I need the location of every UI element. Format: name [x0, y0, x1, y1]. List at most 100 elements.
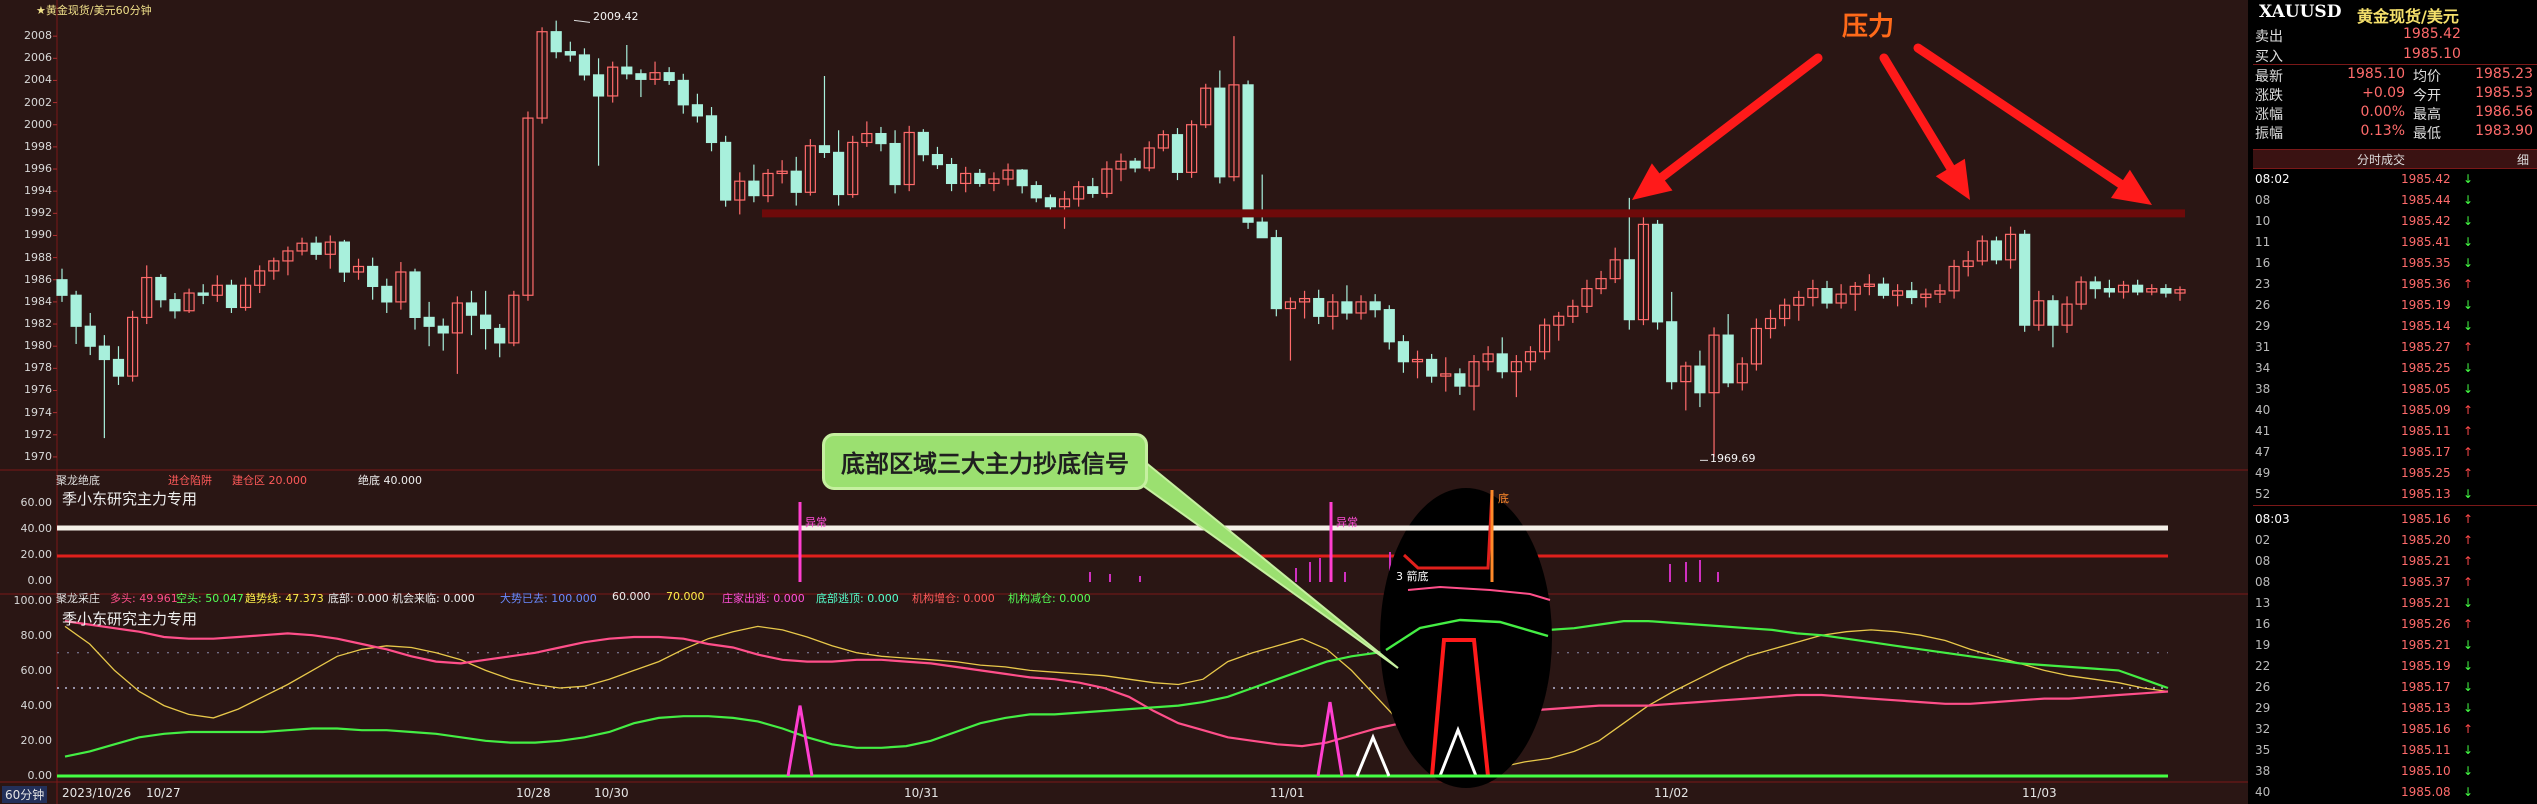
symbol-code: XAUUSD — [2259, 2, 2342, 22]
arrow-down-icon: ↓ — [2463, 256, 2474, 270]
panel1-axis-60: 60.00 — [20, 496, 53, 509]
tick-price: 1985.16 — [2401, 722, 2451, 736]
panel1-axis-0: 0.00 — [27, 574, 53, 587]
tick-price: 1985.44 — [2401, 193, 2451, 207]
candle-body — [1779, 304, 1791, 320]
candle-body — [790, 170, 802, 193]
candle-body — [1256, 221, 1268, 239]
candle-body — [2047, 300, 2059, 326]
candle-body — [1666, 321, 1678, 383]
candle-body — [1058, 198, 1071, 208]
panel1-tag-4: 3 箭底 — [1396, 570, 1429, 583]
candlestick-chart[interactable] — [0, 0, 2248, 804]
candle-body — [324, 241, 336, 255]
tick-time: 08:02 — [2255, 172, 2290, 186]
arrow-down-icon: ↓ — [2463, 298, 2474, 312]
candle-body — [832, 151, 845, 196]
candle-body — [776, 170, 788, 175]
candle-body — [592, 74, 605, 97]
tick-price: 1985.41 — [2401, 235, 2451, 249]
tick-price: 1985.20 — [2401, 533, 2451, 547]
ticks-header-title: 分时成交 — [2357, 153, 2406, 167]
tick-price: 1985.25 — [2401, 466, 2451, 480]
y-axis-label: 1996 — [24, 162, 52, 176]
tick-time: 13 — [2255, 596, 2271, 610]
tick-time: 29 — [2255, 701, 2271, 715]
candle-body — [1920, 293, 1932, 299]
candle-body — [84, 325, 96, 347]
candle-body — [395, 271, 407, 303]
pressure-arrow-left-shaft — [1657, 53, 1823, 182]
candle-body — [1496, 353, 1508, 373]
pressure-arrow-middle-shaft — [1879, 53, 1955, 172]
tick-time: 32 — [2255, 722, 2271, 736]
candle-body — [2132, 284, 2144, 293]
pressure-label: 压力 — [1842, 12, 1895, 42]
candle-body — [451, 302, 463, 334]
quote-panel[interactable]: XAUUSD 黄金现货/美元 卖出 1985.42 买入 1985.10 最新 1… — [2253, 0, 2537, 804]
x-axis-label-3: 10/28 — [516, 786, 551, 800]
candle-body — [465, 302, 478, 316]
panel2-param-6: 大势已去: 100.000 — [500, 592, 597, 605]
candle-body — [2160, 288, 2172, 294]
panel1-param-3: 绝底 40.000 — [358, 474, 422, 487]
candle-body — [2061, 303, 2073, 326]
panel2-subtitle: 季小东研究主力专用 — [62, 610, 198, 628]
candle-body — [310, 242, 322, 255]
candle-body — [635, 73, 647, 80]
tick-price: 1985.35 — [2401, 256, 2451, 270]
candle-body — [875, 132, 887, 145]
candle-body — [254, 270, 266, 286]
stat-l2: 均价 — [2413, 69, 2441, 85]
candle-body — [2004, 233, 2017, 261]
candle-body — [1821, 288, 1833, 304]
stat-v1: 1985.10 — [2347, 66, 2405, 82]
candle-body — [1906, 290, 1918, 299]
x-axis-label-2: 10/27 — [146, 786, 181, 800]
arrow-up-icon: ↑ — [2463, 466, 2474, 480]
candle-body — [1609, 259, 1621, 280]
candle-body — [1722, 334, 1734, 384]
panel2-axis-100: 100.00 — [13, 594, 53, 607]
quote-divider-1 — [2253, 64, 2537, 65]
tick-price: 1985.11 — [2401, 424, 2451, 438]
candle-body — [889, 142, 901, 186]
tick-price: 1985.36 — [2401, 277, 2451, 291]
candle-body — [1214, 87, 1226, 178]
tick-time: 02 — [2255, 533, 2271, 547]
panel1-subtitle: 季小东研究主力专用 — [62, 490, 198, 508]
tick-time: 16 — [2255, 256, 2271, 270]
candle-body — [1538, 324, 1551, 353]
candle-body — [1736, 363, 1748, 384]
chart-area[interactable]: ★黄金现货/美元60分钟 压力 2008 2006 2004 2002 2000 1998… — [0, 0, 2248, 804]
candle-body — [1976, 240, 1988, 262]
candle-body — [2089, 281, 2101, 290]
tick-time: 40 — [2255, 403, 2271, 417]
candle-body — [70, 294, 82, 327]
candle-body — [1200, 87, 1212, 126]
candle-body — [1553, 315, 1565, 326]
candle-body — [1143, 147, 1155, 169]
candle-body — [621, 66, 633, 75]
y-axis-label: 2008 — [24, 29, 52, 43]
candle-body — [1313, 297, 1325, 317]
arrow-down-icon: ↓ — [2463, 701, 2474, 715]
candle-body — [155, 276, 167, 301]
y-axis-label: 1982 — [24, 317, 52, 331]
tick-price: 1985.25 — [2401, 361, 2451, 375]
arrow-down-icon: ↓ — [2463, 743, 2474, 757]
candle-body — [1835, 293, 1847, 304]
candle-body — [1073, 186, 1085, 200]
tick-price: 1985.37 — [2401, 575, 2451, 589]
candle-body — [804, 145, 816, 193]
candle-body — [352, 265, 365, 273]
x-axis-period[interactable]: 60分钟 — [2, 786, 48, 803]
ticks-detail-tab[interactable]: 细 — [2517, 153, 2530, 167]
candle-body — [607, 66, 619, 97]
candle-body — [494, 327, 506, 344]
panel1-tag-2: 异常 — [1336, 516, 1358, 529]
candle-body — [1242, 84, 1254, 223]
candle-body — [1581, 288, 1593, 307]
pressure-arrow-right-head — [2110, 169, 2152, 205]
y-axis-label: 1984 — [24, 294, 52, 308]
